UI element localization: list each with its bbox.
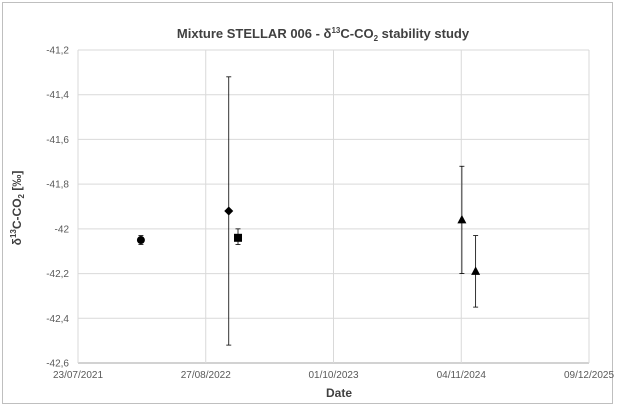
chart-title-superscript: 13 <box>331 26 340 35</box>
y-tick-label: -42,6 <box>46 359 69 370</box>
y-axis-title-prefix: δ <box>10 238 24 245</box>
y-axis-title-superscript: 13 <box>9 229 18 238</box>
y-tick-label: -42,2 <box>46 269 69 280</box>
y-axis-title-subscript: 2 <box>17 193 26 198</box>
data-point-diamond <box>224 206 234 216</box>
x-axis-title: Date <box>326 386 352 400</box>
y-tick-label: -42 <box>55 224 70 235</box>
data-point-circle <box>136 236 145 245</box>
y-tick-labels: -42,6 -42,4 -42,2 -42 -41,8 -41,6 -41,4 -41,2 <box>46 46 69 370</box>
chart-title-suffix: stability study <box>378 26 470 41</box>
data-layer <box>136 76 481 346</box>
x-tick-label: 09/12/2025 <box>564 370 614 381</box>
y-tick-label: -41,4 <box>46 90 69 101</box>
y-axis-title-middle: C-CO <box>10 198 24 229</box>
grid-layer <box>77 49 590 364</box>
x-tick-label: 23/07/2021 <box>53 370 103 381</box>
x-tick-label: 01/10/2023 <box>308 370 358 381</box>
x-tick-label: 27/08/2022 <box>181 370 231 381</box>
chart-title-middle: C-CO <box>340 26 373 41</box>
chart-title-prefix: Mixture STELLAR 006 - δ <box>177 26 332 41</box>
y-axis-title-suffix: [‰] <box>10 171 24 194</box>
data-point-triangle <box>471 266 481 275</box>
y-tick-label: -41,6 <box>46 135 69 146</box>
data-point-square <box>234 233 243 242</box>
x-tick-label: 04/11/2024 <box>437 370 487 381</box>
y-axis-title: δ13C-CO2 [‰] <box>9 171 26 246</box>
y-tick-label: -41,8 <box>46 180 69 191</box>
data-point-triangle <box>457 214 467 224</box>
x-tick-labels: 23/07/2021 27/08/2022 01/10/2023 04/11/2024… <box>53 370 614 381</box>
y-tick-label: -42,4 <box>46 314 69 325</box>
y-tick-label: -41,2 <box>46 46 69 57</box>
chart-title: Mixture STELLAR 006 - δ13C-CO2 stability… <box>177 26 470 43</box>
chart-title-subscript: 2 <box>374 34 379 43</box>
chart-frame <box>2 2 613 404</box>
